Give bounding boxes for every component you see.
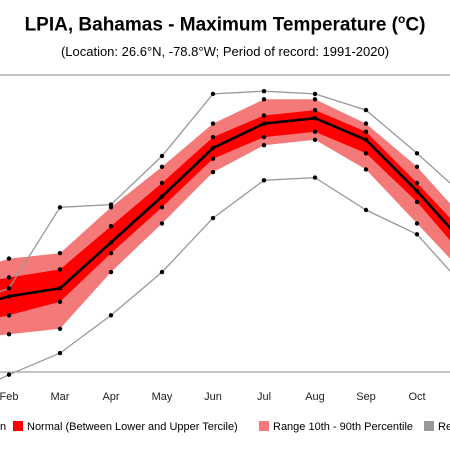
point-p90-may [159, 164, 165, 169]
point-median-mar [57, 286, 63, 291]
point-record_low-sep [363, 207, 369, 213]
legend-swatch-2 [259, 421, 269, 431]
point-upper_tercile-aug [312, 107, 318, 113]
point-lower_tercile-jul [261, 134, 267, 140]
point-lower_tercile-may [159, 205, 165, 210]
point-lower_tercile-apr [108, 251, 114, 256]
point-p90-sep [363, 121, 369, 126]
point-record_low-jun [210, 215, 216, 221]
point-record_high-aug [312, 91, 318, 97]
x-tick-label-mar: Mar [51, 391, 70, 403]
x-tick-label-jul: Jul [257, 391, 271, 403]
x-tick-label-feb: Feb [0, 391, 18, 403]
point-record_low-may [159, 269, 165, 275]
chart-title: LPIA, Bahamas - Maximum Temperature (oC) [0, 12, 450, 36]
point-p90-oct [414, 164, 420, 169]
point-lower_tercile-feb [6, 313, 12, 318]
point-upper_tercile-apr [108, 224, 114, 229]
point-p90-apr [108, 205, 114, 210]
point-record_low-feb [6, 372, 12, 377]
point-p10-jun [210, 170, 216, 175]
point-p10-feb [6, 332, 12, 337]
point-upper_tercile-may [159, 180, 165, 186]
x-tick-label-apr: Apr [102, 391, 119, 403]
point-record_high-mar [57, 205, 63, 210]
legend: n Normal (Between Lower and Upper Tercile… [0, 421, 450, 433]
point-record_low-mar [57, 350, 63, 356]
legend-swatch-3 [424, 421, 434, 431]
point-median-oct [414, 188, 420, 194]
point-median-sep [363, 137, 369, 142]
point-median-jul [261, 121, 267, 126]
tercile-normal-band [0, 110, 450, 318]
point-record_high-jun [210, 91, 216, 97]
x-tick-label-aug: Aug [305, 391, 325, 403]
point-p10-aug [312, 137, 318, 142]
legend-label-2: Range 10th - 90th Percentile [273, 421, 413, 433]
point-median-apr [108, 240, 114, 245]
chart-subtitle: (Location: 26.6°N, -78.8°W; Period of re… [60, 44, 390, 59]
point-record_high-may [159, 153, 165, 159]
x-tick-label-jun: Jun [204, 391, 222, 403]
point-record_low-jul [261, 178, 267, 183]
legend-label-3: Re [438, 421, 450, 433]
point-record_low-oct [414, 232, 420, 237]
point-upper_tercile-sep [363, 129, 369, 134]
point-lower_tercile-jun [210, 156, 216, 161]
chart-title-text: LPIA, Bahamas - Maximum Temperature ( [24, 14, 398, 36]
legend-label-1: Normal (Between Lower and Upper Tercile) [27, 421, 238, 433]
point-record_low-apr [108, 313, 114, 318]
legend-label-0: n [0, 421, 6, 433]
point-p90-aug [312, 97, 318, 102]
point-p90-mar [57, 251, 63, 256]
point-p10-apr [108, 269, 114, 275]
point-upper_tercile-jun [210, 134, 216, 140]
point-upper_tercile-oct [414, 180, 420, 186]
x-tick-label-sep: Sep [356, 391, 376, 403]
point-p90-feb [6, 256, 12, 261]
point-upper_tercile-feb [6, 275, 12, 280]
point-p10-jul [261, 143, 267, 148]
point-median-jun [210, 145, 216, 151]
point-lower_tercile-oct [414, 199, 420, 205]
point-record_high-sep [363, 107, 369, 113]
point-record_low-aug [312, 175, 318, 180]
point-lower_tercile-mar [57, 299, 63, 304]
point-lower_tercile-sep [363, 151, 369, 156]
point-record_high-jul [261, 89, 267, 94]
chart-title-unit-end: C) [405, 14, 426, 36]
point-p90-jul [261, 97, 267, 102]
point-upper_tercile-mar [57, 267, 63, 272]
point-p10-mar [57, 326, 63, 331]
legend-swatch-1 [13, 421, 23, 431]
point-p90-jun [210, 121, 216, 126]
point-p10-oct [414, 221, 420, 226]
plot-area [0, 89, 450, 380]
x-tick-label-oct: Oct [408, 391, 425, 403]
point-record_high-feb [6, 286, 12, 291]
point-record_high-oct [414, 151, 420, 156]
point-upper_tercile-jul [261, 113, 267, 118]
x-tick-label-may: May [152, 391, 173, 403]
point-p10-may [159, 221, 165, 226]
point-median-may [159, 194, 165, 199]
point-lower_tercile-aug [312, 129, 318, 134]
x-axis: Feb Mar Apr May Jun Jul Aug Sep Oct [0, 391, 426, 403]
point-median-aug [312, 116, 318, 121]
point-p10-sep [363, 167, 369, 172]
point-median-feb [6, 294, 12, 299]
chart-title-unit-sup: o [398, 12, 406, 26]
